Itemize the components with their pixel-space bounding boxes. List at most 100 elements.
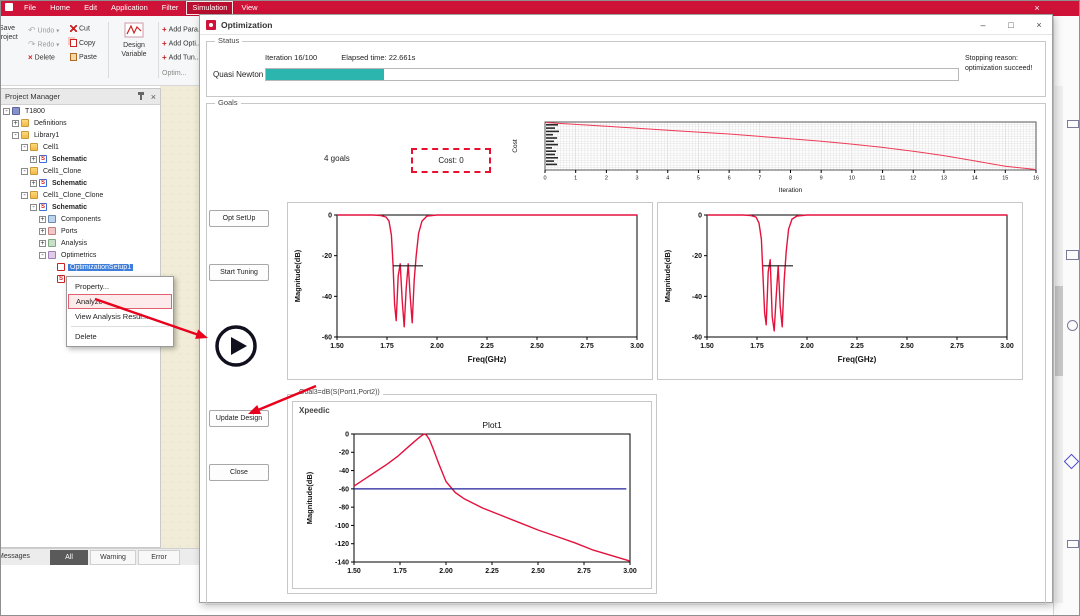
menu-simulation[interactable]: Simulation [185, 0, 235, 16]
expand-icon[interactable]: + [30, 155, 37, 163]
play-button[interactable] [214, 324, 258, 368]
svg-text:7: 7 [758, 176, 761, 182]
messages-tab-error[interactable]: Error [138, 550, 180, 565]
expand-icon[interactable]: + [39, 227, 46, 235]
messages-tab-warning[interactable]: Warning [90, 550, 136, 565]
tree-item-label: Analysis [61, 239, 88, 247]
right-schematic-strip [1053, 16, 1080, 616]
svg-text:-40: -40 [339, 468, 349, 475]
design-variable-button[interactable]: Design Variable [112, 22, 156, 59]
expand-icon[interactable]: + [39, 215, 46, 223]
progress-fill [266, 69, 384, 80]
svg-text:13: 13 [941, 176, 947, 182]
expand-icon[interactable]: + [12, 119, 19, 127]
svg-text:Plot1: Plot1 [482, 420, 502, 430]
toolbar-separator [158, 22, 159, 78]
svg-text:-60: -60 [322, 334, 332, 341]
tree-item-label: OptimizationSetup1 [68, 263, 134, 271]
tree-item-schematic[interactable]: + S Schematic [1, 153, 160, 165]
copy-button[interactable]: Copy [70, 39, 95, 47]
svg-text:2.50: 2.50 [900, 343, 914, 350]
scrollbar-thumb[interactable] [1055, 286, 1063, 376]
messages-tab-all[interactable]: All [50, 550, 88, 565]
opt-setup-button[interactable]: Opt SetUp [209, 210, 269, 227]
start-tuning-button[interactable]: Start Tuning [209, 264, 269, 281]
tree-item-schematic[interactable]: - S Schematic [1, 201, 160, 213]
algorithm-label: Quasi Newton [213, 70, 264, 79]
save-project-label: Save [0, 25, 15, 32]
add-para-button[interactable]: + Add Para... [162, 25, 204, 34]
menu-edit[interactable]: Edit [84, 3, 98, 12]
add-icon: + [162, 39, 167, 48]
context-menu-property[interactable]: Property... [75, 282, 110, 291]
magnitude-chart-right: 1.50 1.75 2.00 2.25 2.50 2.75 3.00 0 -20 -40 -60 Ma… [663, 212, 1014, 364]
tree-item-label: T1800 [25, 107, 45, 115]
menu-application[interactable]: Application [111, 3, 148, 12]
panel-close-icon[interactable]: × [150, 92, 156, 102]
svg-text:Cost: Cost [512, 139, 519, 153]
svg-text:2.50: 2.50 [530, 343, 544, 350]
paste-button[interactable]: Paste [70, 53, 97, 61]
context-menu-view-analysis-resul[interactable]: View Analysis Resul... [75, 312, 149, 321]
menu-filter[interactable]: Filter [161, 3, 179, 12]
schematic-symbol [1063, 453, 1080, 470]
collapse-icon[interactable]: - [21, 167, 28, 175]
menu-file[interactable]: File [24, 3, 37, 12]
vertical-scrollbar[interactable] [1055, 86, 1063, 603]
close-button[interactable]: Close [209, 464, 269, 481]
menu-home[interactable]: Home [50, 3, 71, 12]
components-icon [48, 215, 56, 223]
menu-view[interactable]: View [241, 3, 258, 12]
collapse-icon[interactable]: - [39, 251, 46, 259]
pin-icon[interactable] [138, 92, 144, 100]
tree-item-cell1-clone[interactable]: - Cell1_Clone [1, 165, 160, 177]
undo-button[interactable]: ↶ Undo ▾ [28, 25, 60, 35]
maximize-icon[interactable]: □ [1008, 20, 1014, 30]
tree-item-ports[interactable]: + Ports [1, 225, 160, 237]
copy-icon [70, 39, 77, 47]
tree-item-cell1[interactable]: - Cell1 [1, 141, 160, 153]
dialog-titlebar[interactable]: Optimization – □ × [200, 15, 1052, 35]
close-icon[interactable]: × [1036, 20, 1042, 30]
cut-icon [70, 25, 77, 32]
tree-item-label: Cell1_Clone [43, 167, 82, 175]
svg-text:0: 0 [543, 176, 546, 182]
minimize-icon[interactable]: – [980, 20, 986, 30]
schematic-icon: S [39, 155, 47, 163]
tree-item-t1800[interactable]: - T1800 [1, 105, 160, 117]
svg-text:Magnitude(dB): Magnitude(dB) [305, 471, 314, 524]
goal3-groupbox: Goal3=dB(S(Port1,Port2)) Xpeedic 1.50 1.7… [287, 389, 657, 594]
window-close-icon[interactable]: × [1034, 3, 1040, 13]
redo-button[interactable]: ↷ Redo ▾ [28, 39, 60, 49]
context-menu-delete[interactable]: Delete [75, 332, 97, 341]
tree-item-schematic[interactable]: + S Schematic [1, 177, 160, 189]
tree-item-optimizationsetup1[interactable]: OptimizationSetup1 [1, 261, 160, 273]
status-group-label: Status [215, 36, 243, 45]
expand-icon[interactable]: + [39, 239, 46, 247]
svg-text:-100: -100 [335, 523, 349, 530]
tree-item-library1[interactable]: - Library1 [1, 129, 160, 141]
tree-item-cell1-clone-clone[interactable]: - Cell1_Clone_Clone [1, 189, 160, 201]
svg-text:-20: -20 [339, 450, 349, 457]
goals-groupbox: Goals 4 goals Cost: 0 0 1 2 3 4 5 6 7 8 9 10 11 12 13… [206, 98, 1046, 605]
collapse-icon[interactable]: - [3, 107, 10, 115]
collapse-icon[interactable]: - [21, 143, 28, 151]
result-icon: S [57, 275, 65, 283]
tree-item-components[interactable]: + Components [1, 213, 160, 225]
magnitude-plot-right-panel: 1.50 1.75 2.00 2.25 2.50 2.75 3.00 0 -20 -40 -60 Ma… [657, 202, 1023, 380]
expand-icon[interactable]: + [30, 179, 37, 187]
project-tree: - T1800 + Definitions - Library1- Cell1 + S Schem… [1, 105, 160, 547]
tree-item-definitions[interactable]: + Definitions [1, 117, 160, 129]
update-design-button[interactable]: Update Design [209, 410, 269, 427]
tree-item-optimetrics[interactable]: - Optimetrics [1, 249, 160, 261]
cut-button[interactable]: Cut [70, 25, 90, 32]
delete-button[interactable]: × Delete [28, 53, 55, 62]
collapse-icon[interactable]: - [21, 191, 28, 199]
tree-item-analysis[interactable]: + Analysis [1, 237, 160, 249]
add-opti-button[interactable]: + Add Opti... [162, 39, 202, 48]
svg-text:Freq(GHz): Freq(GHz) [838, 355, 877, 364]
add-tun-button[interactable]: + Add Tun... [162, 53, 201, 62]
save-project-button[interactable]: Save Project [0, 24, 30, 42]
collapse-icon[interactable]: - [30, 203, 37, 211]
collapse-icon[interactable]: - [12, 131, 19, 139]
